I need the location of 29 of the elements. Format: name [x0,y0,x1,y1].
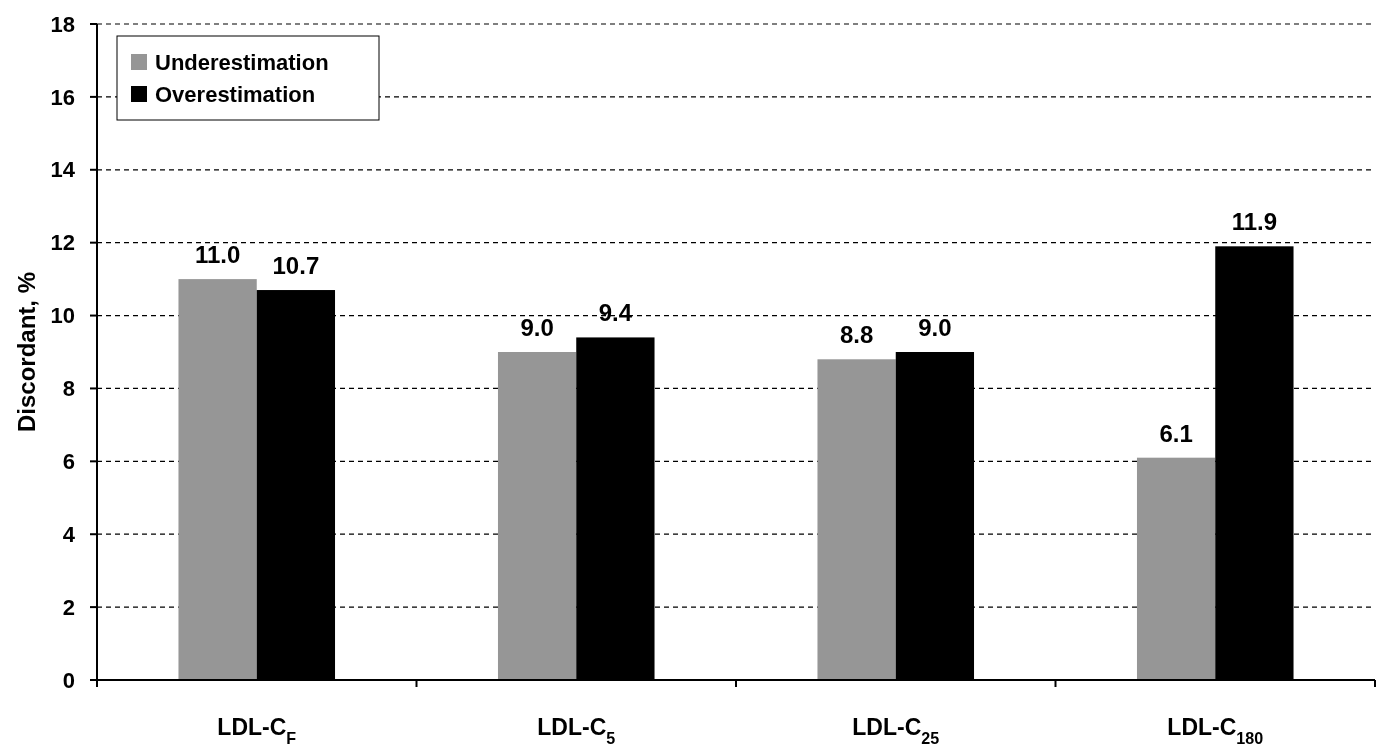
y-axis-title: Discordant, % [13,271,40,433]
x-tick-label: LDL-C$_{180}$ [1167,714,1264,747]
y-tick-label: 10 [50,303,75,329]
y-tick-label: 4 [62,521,76,547]
legend-label: Overestimation [155,81,316,107]
y-tick-label: 6 [62,449,75,475]
y-tick-label: 18 [50,11,75,37]
bar [178,279,257,680]
y-tick-label: 0 [62,667,75,693]
data-label: 9.0 [520,314,554,341]
x-tick-label: LDL-C$_{5}$ [537,714,616,747]
y-tick-label: 8 [62,376,75,402]
data-label: 11.9 [1231,208,1278,236]
bar [1136,457,1216,680]
data-label: 10.7 [272,252,320,280]
bar [497,352,577,680]
data-label: 6.1 [1159,419,1193,447]
y-tick-label: 14 [50,157,76,183]
data-label: 9.0 [918,314,952,341]
bar [817,359,896,680]
data-label: 9.4 [598,299,633,327]
x-tick-label: LDL-C$_{25}$ [852,714,940,747]
legend-label: Underestimation [155,49,329,75]
data-label: 11.0 [194,241,241,269]
y-tick-label: 16 [50,84,75,110]
data-label: 8.8 [839,321,874,349]
y-tick-label: 2 [62,594,75,620]
y-tick-label: 12 [50,230,75,256]
x-tick-label: LDL-C$_{F}$ [217,714,297,747]
